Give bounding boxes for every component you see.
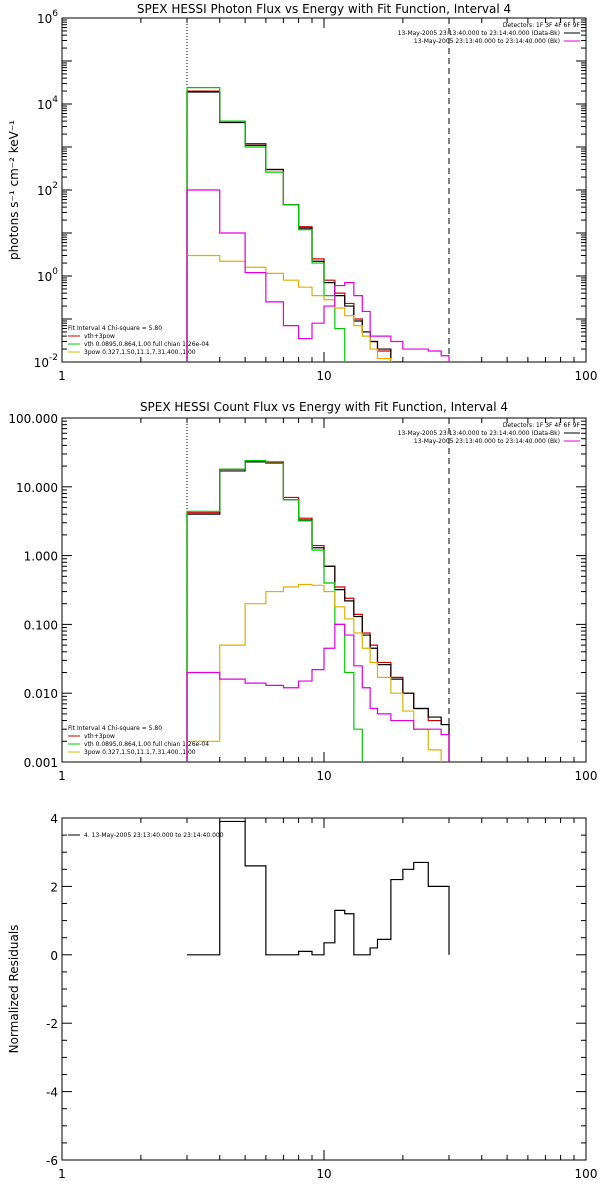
legend-left-text: vth+3pow	[84, 733, 115, 740]
legend-right-text: 13-May-2005 23:13:40.000 to 23:14:40.000…	[414, 438, 560, 445]
detectors-label: Detectors: 1F 3F 4F 6F 9F	[503, 22, 581, 29]
x-tick-label: 100	[575, 1167, 598, 1181]
y-tick-label: 10-2	[34, 353, 58, 370]
chart-title: SPEX HESSI Photon Flux vs Energy with Fi…	[137, 2, 511, 16]
legend-left-text: vth+3pow	[84, 333, 115, 340]
y-tick-label: -6	[46, 1154, 58, 1168]
y-tick-label: 10.000	[16, 481, 58, 495]
x-tick-label: 10	[316, 769, 331, 783]
x-tick-label: 10	[316, 1167, 331, 1181]
x-axis: 1 10 100	[58, 18, 597, 383]
y-axis-label: photons s⁻¹ cm⁻² keV⁻¹	[7, 120, 21, 260]
y-tick-label: 100	[37, 267, 58, 284]
chart-2: SPEX HESSI Count Flux vs Energy with Fit…	[8, 400, 598, 783]
legend-right-text: 13-May-2005 23:13:40.000 to 23:14:40.000…	[398, 430, 560, 437]
y-tick-label: 0.010	[24, 687, 58, 701]
x-axis: 1 10 100	[58, 818, 597, 1181]
y-tick-label: 2	[50, 880, 58, 894]
series-bk	[186, 623, 450, 762]
x-tick-label: 1	[58, 769, 66, 783]
legend-left-heading: Fit Interval 4 Chi-square = 5.80	[68, 725, 162, 732]
series-bk	[186, 189, 450, 362]
data-area	[186, 87, 450, 362]
x-tick-label: 100	[575, 369, 598, 383]
legend-left-heading: Fit Interval 4 Chi-square = 5.80	[68, 325, 162, 332]
legend-left-text: 3pow 0.327,1.50,11.1,7.31,400.,1.00	[84, 349, 196, 356]
x-tick-label: 1	[58, 1167, 66, 1181]
y-axis-label: Normalized Residuals	[7, 925, 21, 1054]
series-3pow	[186, 254, 392, 362]
legend-left-text: 4. 13-May-2005 23:13:40.000 to 23:14:40.…	[84, 832, 224, 839]
series-data-bk	[186, 91, 404, 362]
legend-left-text: 3pow 0.327,1.50,11.1,7.31,400.,1.00	[84, 749, 196, 756]
data-area	[186, 460, 450, 762]
y-tick-label: 4	[50, 812, 58, 826]
chart-title: SPEX HESSI Count Flux vs Energy with Fit…	[140, 400, 508, 414]
y-tick-label: -2	[46, 1017, 58, 1031]
y-tick-label: 106	[37, 9, 58, 26]
y-tick-label: 0.100	[24, 618, 58, 632]
y-tick-label: 102	[37, 181, 58, 198]
detectors-label: Detectors: 1F 3F 4F 6F 9F	[503, 422, 581, 429]
chart-3: 1 10 100 -6 -4 -2 0 2 4 Normalized Residuals 4. 13…	[7, 812, 597, 1181]
plot-frame	[61, 817, 587, 1161]
legend-left-text: vth 0.0895,0.864,1.00 full chian 1.26e-0…	[84, 341, 209, 348]
series-vth	[186, 460, 363, 762]
y-tick-label: -4	[46, 1086, 58, 1100]
x-tick-label: 1	[58, 369, 66, 383]
y-axis: 0.001 0.010 0.100 1.000 10.000 100.000	[8, 412, 586, 770]
series-vth-3pow	[186, 90, 392, 362]
y-tick-label: 100.000	[8, 412, 58, 426]
chart-1: SPEX HESSI Photon Flux vs Energy with Fi…	[7, 2, 597, 383]
y-tick-label: 104	[37, 95, 58, 112]
y-tick-label: 0.001	[24, 756, 58, 770]
x-tick-label: 10	[316, 369, 331, 383]
series-3pow	[186, 583, 442, 762]
x-tick-label: 100	[575, 769, 598, 783]
series-4-13-may-2005-23-13-40-000-to-23-14-40-000	[187, 820, 450, 956]
y-axis: -6 -4 -2 0 2 4	[46, 812, 586, 1168]
legend-right-text: 13-May-2005 23:13:40.000 to 23:14:40.000…	[414, 38, 560, 45]
y-tick-label: 0	[50, 949, 58, 963]
y-axis: 10-2 100 102 104 106	[34, 9, 586, 370]
series-vth	[186, 87, 346, 362]
legend-left-text: vth 0.0895,0.864,1.00 full chian 1.26e-0…	[84, 741, 209, 748]
data-area	[187, 820, 450, 956]
y-tick-label: 1.000	[24, 550, 58, 564]
legend-right-text: 13-May-2005 23:13:40.000 to 23:14:40.000…	[398, 30, 560, 37]
